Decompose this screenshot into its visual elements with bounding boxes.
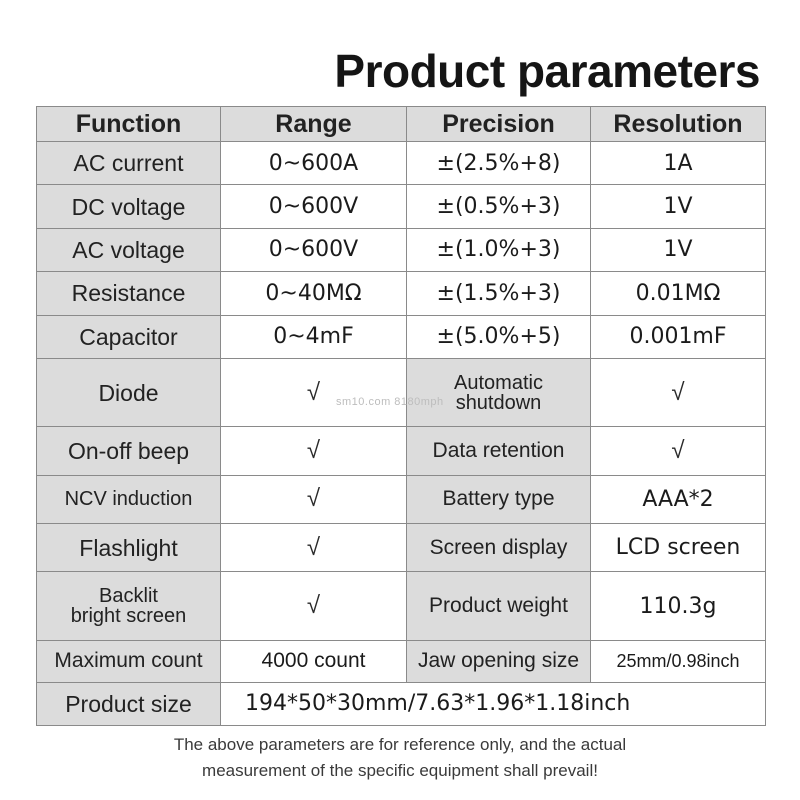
feature-label: Backlit bright screen xyxy=(36,571,221,641)
resolution-value: 1V xyxy=(590,184,766,229)
table-row: Diode √ Automatic shutdown √ xyxy=(36,357,766,428)
feature-value: AAA*2 xyxy=(590,474,766,525)
header-range: Range xyxy=(220,105,407,143)
feature-label-line: Automatic xyxy=(454,371,543,394)
range-value: 0~4mF xyxy=(220,314,407,359)
feature-label: Jaw opening size xyxy=(406,639,591,683)
parameters-table: Function Range Precision Resolution AC c… xyxy=(36,105,766,727)
header-precision: Precision xyxy=(406,105,591,143)
check-icon: √ xyxy=(220,474,407,525)
precision-value: ±(5.0%+5) xyxy=(406,314,591,359)
feature-label: Flashlight xyxy=(36,523,221,573)
precision-value: ±(1.0%+3) xyxy=(406,227,591,273)
feature-value: 25mm/0.98inch xyxy=(590,639,766,683)
feature-value: 4000 count xyxy=(220,639,407,683)
check-icon: √ xyxy=(590,357,766,428)
table-row: Backlit bright screen √ Product weight 1… xyxy=(36,571,766,641)
check-icon: √ xyxy=(590,426,766,476)
table-row: Maximum count 4000 count Jaw opening siz… xyxy=(36,639,766,683)
feature-label: Product weight xyxy=(406,571,591,641)
feature-label: Data retention xyxy=(406,426,591,476)
table-row: On-off beep √ Data retention √ xyxy=(36,426,766,476)
feature-label-line: bright screen xyxy=(70,605,187,628)
feature-value: LCD screen xyxy=(590,523,766,573)
disclaimer-line: measurement of the specific equipment sh… xyxy=(202,761,598,780)
disclaimer-note: The above parameters are for reference o… xyxy=(0,732,800,784)
product-size-label: Product size xyxy=(36,681,221,727)
resolution-value: 1A xyxy=(590,141,766,186)
function-label: AC current xyxy=(36,141,221,186)
table-row: Capacitor 0~4mF ±(5.0%+5) 0.001mF xyxy=(36,314,766,359)
table-row: DC voltage 0~600V ±(0.5%+3) 1V xyxy=(36,184,766,229)
feature-label: Screen display xyxy=(406,523,591,573)
page-title: Product parameters xyxy=(334,45,760,97)
disclaimer-line: The above parameters are for reference o… xyxy=(173,735,627,754)
feature-label-line: shutdown xyxy=(455,391,542,414)
precision-value: ±(2.5%+8) xyxy=(406,141,591,186)
feature-value: 110.3g xyxy=(590,571,766,641)
check-icon: √ xyxy=(220,426,407,476)
precision-value: ±(1.5%+3) xyxy=(406,271,591,316)
feature-label-line: Backlit xyxy=(99,585,158,608)
header-resolution: Resolution xyxy=(590,105,766,143)
product-size-value: 194*50*30mm/7.63*1.96*1.18inch xyxy=(220,681,766,727)
table-row: Resistance 0~40MΩ ±(1.5%+3) 0.01MΩ xyxy=(36,271,766,316)
check-icon: √ xyxy=(220,523,407,573)
check-icon: √ xyxy=(220,571,407,641)
table-row: Product size 194*50*30mm/7.63*1.96*1.18i… xyxy=(36,681,766,727)
feature-label: Diode xyxy=(36,357,221,428)
function-label: Capacitor xyxy=(36,314,221,359)
range-value: 0~40MΩ xyxy=(220,271,407,316)
resolution-value: 0.01MΩ xyxy=(590,271,766,316)
feature-label: On-off beep xyxy=(36,426,221,476)
range-value: 0~600V xyxy=(220,227,407,273)
function-label: Resistance xyxy=(36,271,221,316)
table-row: AC voltage 0~600V ±(1.0%+3) 1V xyxy=(36,227,766,273)
table-row: NCV induction √ Battery type AAA*2 xyxy=(36,474,766,525)
table-header-row: Function Range Precision Resolution xyxy=(36,105,766,143)
header-function: Function xyxy=(36,105,221,143)
feature-label: Battery type xyxy=(406,474,591,525)
feature-label: Automatic shutdown xyxy=(406,357,591,428)
function-label: AC voltage xyxy=(36,227,221,273)
range-value: 0~600V xyxy=(220,184,407,229)
table-row: Flashlight √ Screen display LCD screen xyxy=(36,523,766,573)
function-label: DC voltage xyxy=(36,184,221,229)
resolution-value: 0.001mF xyxy=(590,314,766,359)
precision-value: ±(0.5%+3) xyxy=(406,184,591,229)
table-row: AC current 0~600A ±(2.5%+8) 1A xyxy=(36,141,766,186)
watermark: sm10.com 8180mph xyxy=(336,396,444,408)
check-icon: √ xyxy=(220,357,407,428)
feature-label: Maximum count xyxy=(36,639,221,683)
resolution-value: 1V xyxy=(590,227,766,273)
feature-label: NCV induction xyxy=(36,474,221,525)
range-value: 0~600A xyxy=(220,141,407,186)
